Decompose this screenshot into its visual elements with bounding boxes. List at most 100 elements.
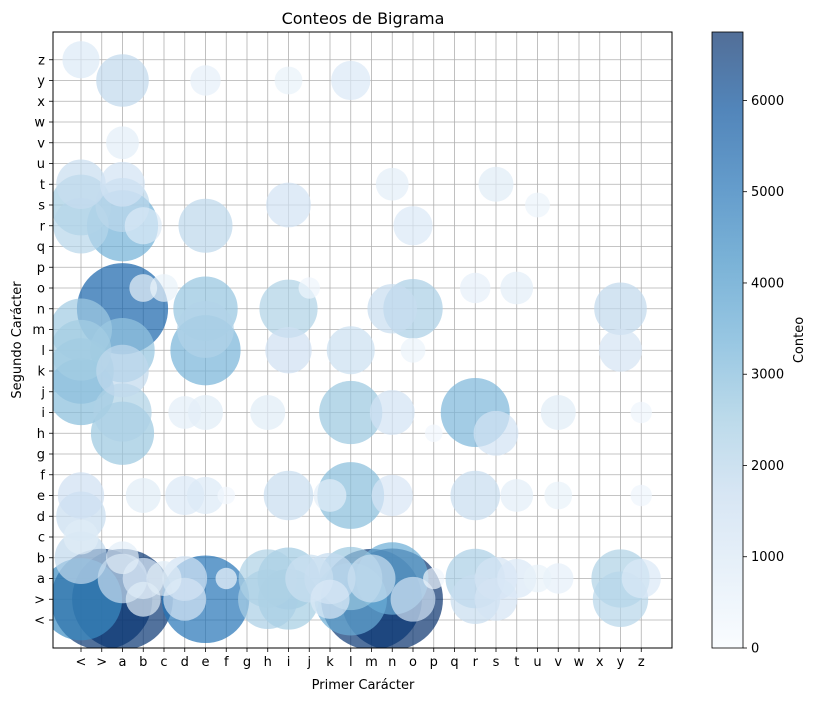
x-tick-label: s xyxy=(493,655,500,670)
bubble xyxy=(319,380,383,445)
bubble xyxy=(124,207,162,245)
bubble xyxy=(500,271,534,305)
bubble xyxy=(317,462,385,529)
colorbar-gradient xyxy=(711,31,744,649)
x-tick-label: h xyxy=(264,655,272,670)
bubble xyxy=(100,161,145,207)
y-tick-label: q xyxy=(37,240,45,255)
bubble xyxy=(331,60,371,101)
bubble xyxy=(53,198,109,254)
x-tick-label: g xyxy=(243,655,251,670)
y-tick-label: t xyxy=(40,178,45,193)
x-tick-label: e xyxy=(202,655,210,670)
x-tick-label: d xyxy=(181,655,189,670)
bubble xyxy=(313,479,347,512)
y-tick-label: u xyxy=(37,157,45,172)
bubble xyxy=(62,41,100,79)
x-tick-label: b xyxy=(139,655,147,670)
bubble xyxy=(217,486,236,505)
y-tick-label: d xyxy=(37,510,45,525)
x-tick-label: j xyxy=(306,655,311,670)
bubble xyxy=(265,327,312,374)
bubble xyxy=(347,554,396,603)
x-tick-label: x xyxy=(596,655,604,670)
y-tick-label: w xyxy=(34,116,45,131)
bubble xyxy=(400,337,426,363)
bubble xyxy=(525,192,550,218)
x-tick-label: v xyxy=(554,655,562,670)
bubble xyxy=(473,410,519,456)
bubble xyxy=(599,328,642,372)
y-tick-label: < xyxy=(34,614,45,629)
x-tick-label: k xyxy=(326,655,334,670)
x-tick-label: u xyxy=(533,655,541,670)
plot-frame xyxy=(52,31,673,649)
bubbles xyxy=(53,41,661,648)
bubble xyxy=(96,54,149,107)
colorbar-tick-label: 6000 xyxy=(751,94,784,109)
y-tick-label: j xyxy=(40,385,45,400)
y-tick-label: > xyxy=(34,593,45,608)
y-tick-label: c xyxy=(38,531,45,546)
y-tick-label: a xyxy=(37,572,45,587)
bubble xyxy=(129,274,158,302)
y-tick-label: s xyxy=(38,199,45,214)
y-tick-label: y xyxy=(37,74,45,89)
bubble xyxy=(375,167,409,201)
x-tick-label: l xyxy=(349,655,353,670)
colorbar-tick-label: 1000 xyxy=(751,550,784,565)
bubble xyxy=(93,383,152,442)
y-tick-label: x xyxy=(37,95,45,110)
x-tick-label: r xyxy=(473,655,479,670)
bubble xyxy=(57,472,105,519)
bubble xyxy=(523,564,552,593)
bubble xyxy=(125,478,161,513)
colorbar-tick-label: 4000 xyxy=(751,276,784,291)
y-tick-label: l xyxy=(41,344,45,359)
bubble xyxy=(274,66,303,95)
x-tick-label: z xyxy=(638,655,645,670)
bubble xyxy=(263,470,314,521)
x-tick-label: c xyxy=(160,655,167,670)
bubble xyxy=(63,519,99,555)
bubble xyxy=(594,282,647,336)
y-tick-label: g xyxy=(37,448,45,463)
x-axis-ticks: < > a b c d e f g h i j k l m n o p q r s t u v w x y z xyxy=(76,648,645,670)
y-tick-label: z xyxy=(38,53,45,68)
bubble xyxy=(266,182,311,228)
bubble xyxy=(369,390,415,435)
bubble xyxy=(423,567,445,590)
x-tick-label: t xyxy=(514,655,519,670)
colorbar-tick-label: 5000 xyxy=(751,185,784,200)
y-tick-label: i xyxy=(41,406,45,421)
bubble xyxy=(96,344,149,398)
y-tick-label: n xyxy=(37,302,45,317)
bubble xyxy=(177,301,234,358)
y-tick-label: k xyxy=(37,365,45,380)
bubble xyxy=(326,326,375,375)
x-tick-label: m xyxy=(365,655,378,670)
x-tick-label: y xyxy=(617,655,625,670)
colorbar-label: Conteo xyxy=(792,317,807,363)
bubble xyxy=(56,159,106,210)
y-tick-label: e xyxy=(37,489,45,504)
bubble xyxy=(190,65,221,96)
bubble xyxy=(450,470,501,521)
x-tick-label: a xyxy=(119,655,127,670)
x-axis-label: Primer Carácter xyxy=(312,678,415,693)
x-tick-label: o xyxy=(409,655,417,670)
colorbar: 0 1000 2000 3000 4000 5000 6000 xyxy=(711,31,784,657)
bubble xyxy=(146,561,182,596)
bubble xyxy=(371,474,413,517)
x-tick-label: i xyxy=(287,655,291,670)
bubble xyxy=(478,166,514,202)
bubble xyxy=(150,274,178,302)
bubble xyxy=(238,549,297,608)
y-tick-label: b xyxy=(37,551,45,566)
bubble xyxy=(367,283,418,334)
bubble xyxy=(497,558,537,599)
x-tick-label: < xyxy=(76,655,87,670)
bubble xyxy=(630,401,652,424)
y-axis-label: Segundo Carácter xyxy=(10,281,25,399)
